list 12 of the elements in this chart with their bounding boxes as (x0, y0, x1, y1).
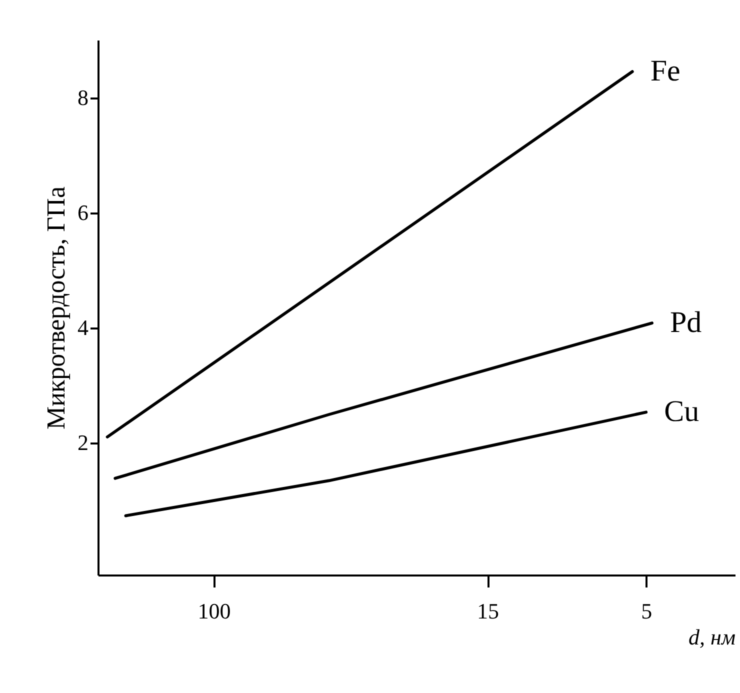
series-label: Pd (670, 306, 702, 340)
y-axis-title: Микротвердость, ГПа (42, 186, 70, 430)
x-tick-label: 15 (477, 598, 500, 624)
x-tick-label: 5 (641, 598, 652, 624)
y-tick-label: 6 (78, 200, 88, 226)
x-axis-title: d, нм (688, 624, 736, 650)
x-tick-label: 100 (198, 598, 231, 624)
y-tick-label: 2 (78, 430, 88, 456)
y-tick-label: 8 (78, 85, 88, 110)
series-label: Fe (650, 54, 680, 88)
series-label: Cu (664, 395, 700, 428)
y-tick-label: 4 (78, 315, 88, 340)
